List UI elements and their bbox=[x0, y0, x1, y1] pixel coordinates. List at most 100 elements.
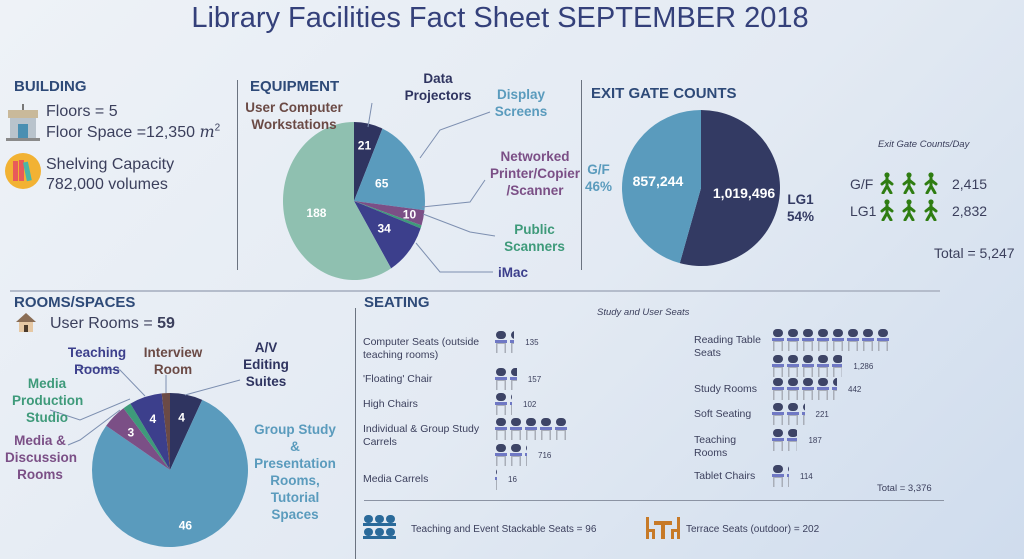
label-public-scanners: Public Scanners bbox=[504, 222, 565, 254]
chair-icon bbox=[802, 403, 805, 425]
chair-icon bbox=[817, 355, 829, 377]
seat-category-label: Media Carrels bbox=[363, 473, 429, 485]
slice-value-label: 34 bbox=[378, 222, 392, 236]
pie-slice bbox=[106, 408, 170, 470]
leader-line bbox=[184, 379, 241, 396]
leader-line bbox=[419, 111, 491, 159]
per-day-row: G/F 2,415 bbox=[850, 172, 1010, 196]
walking-person-icon bbox=[924, 199, 938, 221]
divider bbox=[581, 80, 582, 270]
chair-icon bbox=[817, 378, 829, 400]
seat-pictogram: 716 bbox=[495, 418, 630, 466]
label-printer: Networked Printer/Copier /Scanner bbox=[489, 149, 581, 198]
seat-category-label: Study Rooms bbox=[694, 383, 758, 395]
slice-value-label: 1,019,496 bbox=[713, 185, 775, 201]
seat-pictogram: 221 bbox=[772, 403, 907, 425]
stackable-seats: Teaching and Event Stackable Seats = 96 bbox=[411, 524, 597, 535]
house-icon bbox=[16, 313, 36, 332]
seat-category-label: Reading Table Seats bbox=[694, 334, 761, 359]
pie-slice bbox=[91, 399, 249, 548]
label-media-production: Media Production Studio bbox=[12, 376, 84, 425]
chair-icon bbox=[787, 378, 799, 400]
chair-icon bbox=[847, 329, 859, 351]
seat-pictogram: 16 bbox=[495, 468, 630, 490]
row-value: 2,832 bbox=[952, 203, 988, 219]
chair-icon bbox=[772, 403, 784, 425]
seating-subtitle: Study and User Seats bbox=[597, 307, 690, 318]
label-av-suites: A/V Editing Suites bbox=[243, 340, 289, 389]
label-lg1: LG1 54% bbox=[787, 192, 815, 224]
chair-icon bbox=[772, 429, 784, 451]
chair-icon bbox=[862, 329, 874, 351]
chair-icon bbox=[802, 355, 814, 377]
seat-count: 102 bbox=[523, 399, 537, 409]
chair-icon bbox=[510, 368, 517, 390]
chair-icon bbox=[495, 469, 497, 490]
pie-slice bbox=[354, 122, 383, 201]
seat-count: 16 bbox=[508, 474, 517, 484]
chair-icon bbox=[525, 445, 527, 466]
seat-pictogram: 442 bbox=[772, 378, 907, 400]
chair-icon bbox=[787, 355, 799, 377]
label-data-projectors: Data Projectors bbox=[404, 71, 472, 103]
leader-line bbox=[77, 366, 146, 397]
pie-slice bbox=[622, 110, 701, 264]
label-interview-room: Interview Room bbox=[143, 345, 203, 377]
chair-icon bbox=[510, 418, 522, 440]
seat-count: 221 bbox=[815, 409, 829, 419]
user-rooms: User Rooms = 59 bbox=[50, 315, 175, 332]
chair-icon bbox=[510, 444, 522, 466]
leader-line bbox=[49, 398, 131, 421]
label-teaching-rooms: Teaching Rooms bbox=[67, 345, 127, 377]
chair-icon bbox=[787, 466, 789, 487]
seat-pictogram: 114 bbox=[772, 465, 907, 487]
shelving-capacity: Shelving Capacity bbox=[46, 156, 175, 173]
seat-category-label: Individual & Group Study Carrels bbox=[363, 423, 480, 448]
slice-value-label: 4 bbox=[150, 412, 157, 426]
chair-icon bbox=[832, 378, 838, 400]
label-gf: G/F 46% bbox=[585, 162, 613, 194]
label-user-workstations: User Computer Workstations bbox=[245, 100, 343, 132]
seat-category-label: Teaching Rooms bbox=[694, 434, 737, 459]
label-group-study: Group Study & Presentation Rooms, Tutori… bbox=[254, 422, 336, 522]
books-icon bbox=[5, 153, 41, 189]
leader-line bbox=[415, 242, 493, 273]
exit-gate-pie: 1,019,496 857,244 bbox=[622, 110, 781, 266]
slice-value-label: 857,244 bbox=[633, 173, 684, 189]
chair-icon bbox=[832, 329, 844, 351]
seat-pictogram: 187 bbox=[772, 429, 907, 451]
pie-slice bbox=[679, 110, 781, 266]
chair-icon bbox=[495, 368, 507, 390]
chair-icon bbox=[802, 329, 814, 351]
terrace-table-icon bbox=[646, 517, 680, 539]
seat-count: 135 bbox=[525, 337, 539, 347]
label-media-discussion: Media & Discussion Rooms bbox=[5, 433, 78, 482]
seating-heading: SEATING bbox=[364, 294, 430, 311]
stackable-seats-icon bbox=[363, 515, 396, 539]
chair-icon bbox=[817, 329, 829, 351]
chair-icon bbox=[525, 418, 537, 440]
seat-count: 114 bbox=[800, 471, 813, 481]
label-display-screens: Display Screens bbox=[494, 87, 548, 119]
pie-slice bbox=[123, 403, 170, 470]
row-label: G/F bbox=[850, 176, 874, 192]
seating-total: Total = 3,376 bbox=[877, 483, 932, 494]
building-icon bbox=[6, 104, 40, 141]
seat-pictogram: 157 bbox=[495, 368, 630, 390]
divider bbox=[355, 308, 356, 559]
seat-category-label: 'Floating' Chair bbox=[363, 373, 433, 385]
row-label: LG1 bbox=[850, 203, 877, 219]
building-heading: BUILDING bbox=[14, 78, 87, 95]
equipment-pie: 21 65 10 34 188 bbox=[283, 122, 425, 281]
pie-slice bbox=[354, 201, 425, 226]
pie-slice bbox=[161, 393, 170, 470]
floors: Floors = 5 bbox=[46, 103, 118, 120]
pie-slice bbox=[354, 128, 425, 211]
seat-pictogram: 102 bbox=[495, 393, 630, 415]
chair-icon bbox=[772, 378, 784, 400]
seat-category-label: Soft Seating bbox=[694, 408, 752, 420]
label-imac: iMac bbox=[497, 265, 528, 280]
slice-value-label: 21 bbox=[358, 138, 372, 152]
pie-slice bbox=[170, 393, 203, 470]
exit-heading: EXIT GATE COUNTS bbox=[591, 85, 737, 102]
